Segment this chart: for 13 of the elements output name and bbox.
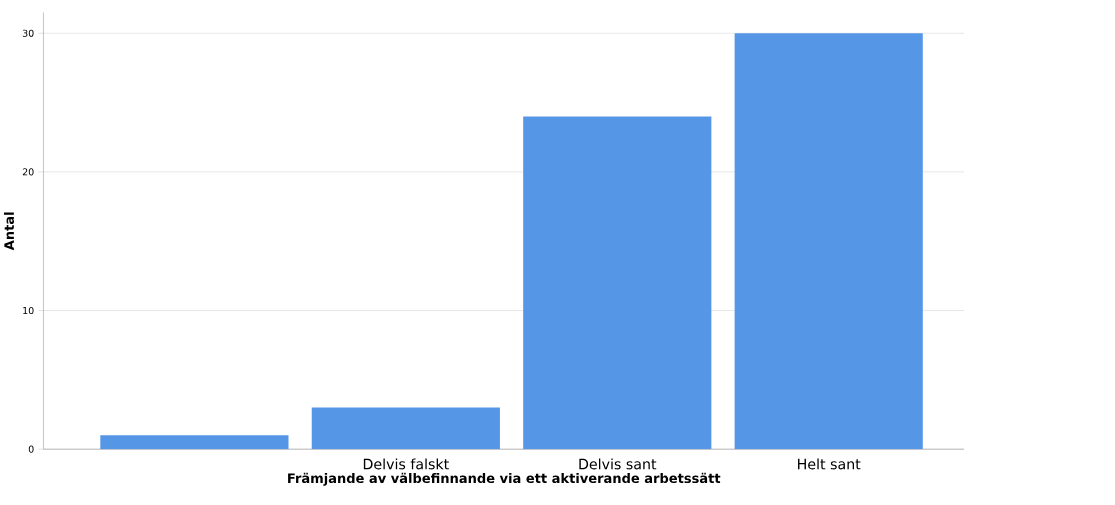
y-tick-label: 20 [22, 168, 34, 176]
x-tick-label: Helt sant [798, 458, 861, 470]
bar [734, 33, 923, 450]
bar [311, 407, 500, 450]
x-axis-title: Främjande av välbefinnande via ett aktiverande arbetssätt [288, 472, 721, 486]
y-tick-label: 10 [23, 306, 34, 315]
y-tick-label: 30 [22, 29, 34, 37]
y-tick-label: 0 [28, 445, 34, 453]
bar [100, 435, 289, 450]
y-axis-title: Antal [3, 212, 15, 251]
x-tick-label: Delvis falskt [363, 458, 449, 470]
bar [523, 116, 712, 450]
x-tick-label: Delvis sant [579, 458, 657, 470]
